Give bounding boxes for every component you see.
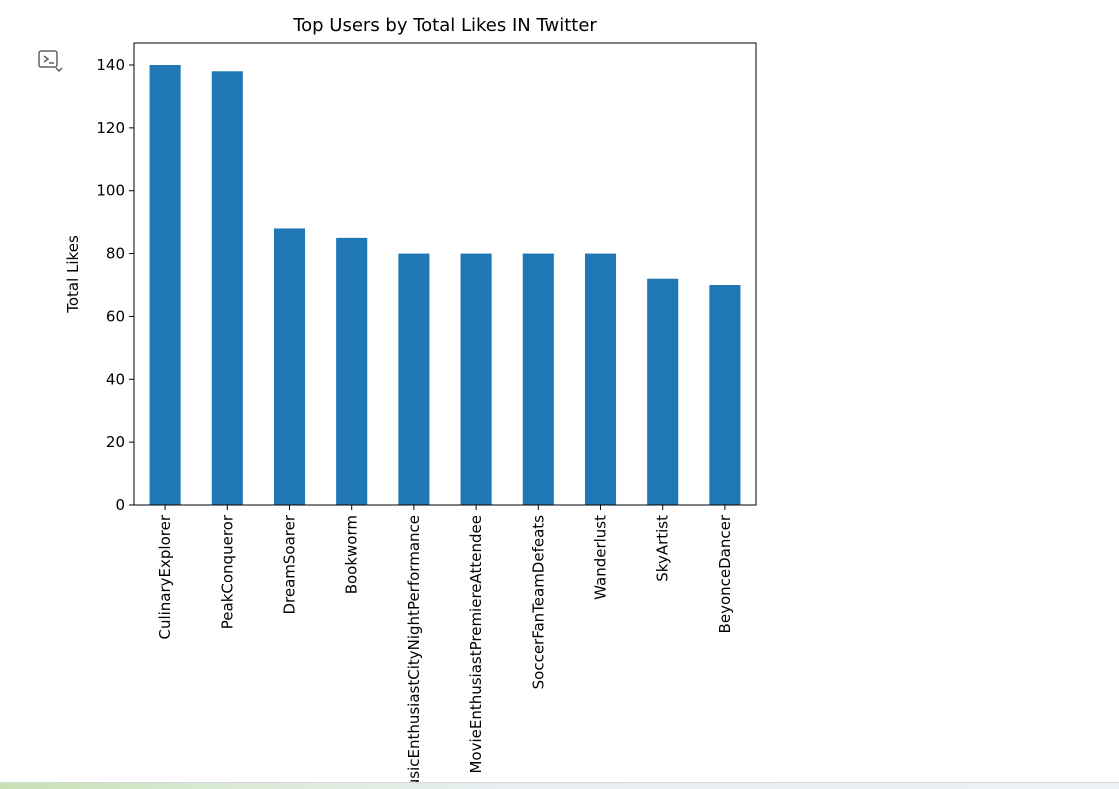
x-tick-label: BeyonceDancer <box>716 514 734 633</box>
bar-SoccerFanTeamDefeats <box>522 253 554 505</box>
output-gutter <box>0 0 70 782</box>
x-tick-label: CulinaryExplorer <box>156 514 174 639</box>
y-axis-label: Total Likes <box>64 235 82 314</box>
x-tick-label: Bookworm <box>343 515 361 594</box>
bar-Bookworm <box>336 237 368 505</box>
x-tick-label: MusicEnthusiastCityNightPerformance <box>405 515 423 782</box>
bars-group <box>149 65 741 506</box>
y-tick-label: 20 <box>106 433 125 451</box>
output-toggle-icon[interactable] <box>37 48 63 72</box>
bar-Wanderlust <box>584 253 617 505</box>
bar-CulinaryExplorer <box>149 65 181 505</box>
bar-MovieEnthusiastPremiereAttendee <box>460 253 492 505</box>
y-tick-label: 60 <box>106 307 125 325</box>
x-tick-label: Wanderlust <box>592 515 610 600</box>
chart-title: Top Users by Total Likes IN Twitter <box>292 15 597 36</box>
bar-PeakConqueror <box>211 71 243 506</box>
plot-frame <box>133 42 757 506</box>
y-tick-label: 120 <box>96 119 125 137</box>
x-tick-label: PeakConqueror <box>218 514 236 629</box>
bar-DreamSoarer <box>273 228 306 505</box>
y-tick-label: 80 <box>106 245 125 263</box>
x-tick-label: DreamSoarer <box>281 514 299 614</box>
y-axis: 0 20 40 60 80 100 120 140 <box>96 56 134 514</box>
x-tick-label: SoccerFanTeamDefeats <box>529 515 547 690</box>
x-axis: CulinaryExplorer PeakConqueror DreamSoarer… <box>156 505 734 782</box>
bar-BeyonceDancer <box>709 285 741 505</box>
y-tick-label: 0 <box>115 496 125 514</box>
bar-MusicEnthusiastCityNightPerformance <box>398 253 430 505</box>
bar-SkyArtist <box>647 278 679 505</box>
y-tick-label: 140 <box>96 56 125 74</box>
bottom-status-strip <box>0 782 1119 789</box>
y-tick-label: 40 <box>106 370 125 388</box>
y-tick-label: 100 <box>96 182 125 200</box>
x-tick-label: MovieEnthusiastPremiereAttendee <box>467 515 485 774</box>
x-tick-label: SkyArtist <box>654 515 672 582</box>
